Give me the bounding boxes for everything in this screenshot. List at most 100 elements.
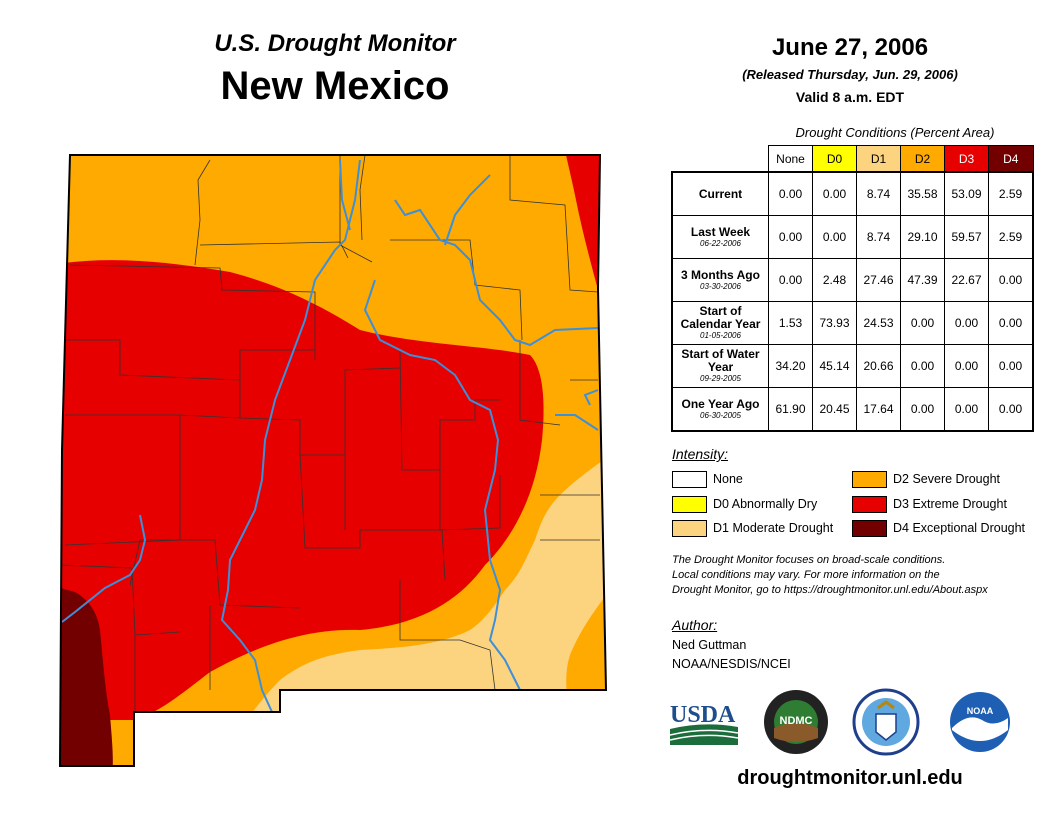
table-cell: 0.00 — [944, 387, 989, 432]
table-cell: 8.74 — [856, 215, 901, 259]
row-label: One Year Ago 06-30-2005 — [671, 387, 769, 432]
author-heading: Author: — [672, 617, 718, 633]
swatch-d0 — [672, 496, 707, 514]
table-caption: Drought Conditions (Percent Area) — [795, 125, 995, 140]
table-cell: 45.14 — [812, 344, 857, 388]
table-cell: 0.00 — [812, 215, 857, 259]
table-cell: 0.00 — [988, 258, 1034, 302]
rio-grande-river — [220, 159, 361, 713]
state-outline — [58, 154, 608, 767]
author-name: Ned Guttman — [672, 638, 747, 652]
table-cell: 0.00 — [988, 344, 1034, 388]
table-cell: 0.00 — [900, 387, 945, 432]
release-date: (Released Thursday, Jun. 29, 2006) — [742, 67, 958, 82]
swatch-d2 — [852, 471, 887, 489]
row-date: 09-29-2005 — [700, 374, 741, 383]
table-cell: 24.53 — [856, 301, 901, 345]
table-cell: 0.00 — [900, 301, 945, 345]
table-cell: 2.48 — [812, 258, 857, 302]
svg-text:USDA: USDA — [670, 702, 736, 728]
legend-title: Intensity: — [672, 446, 729, 462]
legend-item-d4: D4 Exceptional Drought — [852, 520, 1025, 538]
d1-region — [250, 455, 606, 715]
rivers — [61, 159, 599, 713]
table-row: Current 0.00 0.00 8.74 35.58 53.09 2.59 — [671, 171, 1034, 216]
d2-southeast-strip — [566, 590, 606, 715]
table-cell: 59.57 — [944, 215, 989, 259]
col-d4: D4 — [988, 145, 1034, 173]
swatch-d1 — [672, 520, 707, 538]
table-row: 3 Months Ago 03-30-2006 0.00 2.48 27.46 47.39… — [671, 258, 1034, 302]
map-title: New Mexico — [220, 64, 450, 108]
table-cell: 0.00 — [768, 258, 813, 302]
table-cell: 1.53 — [768, 301, 813, 345]
legend-item-d3: D3 Extreme Drought — [852, 496, 1007, 514]
table-cell: 73.93 — [812, 301, 857, 345]
table-cell: 17.64 — [856, 387, 901, 432]
table-cell: 27.46 — [856, 258, 901, 302]
swatch-d3 — [852, 496, 887, 514]
legend-item-d2: D2 Severe Drought — [852, 471, 1000, 489]
table-row: Start of Water Year 09-29-2005 34.20 45.14 2… — [671, 344, 1034, 388]
table-cell: 0.00 — [944, 344, 989, 388]
table-cell: 0.00 — [900, 344, 945, 388]
table-cell: 0.00 — [812, 171, 857, 216]
table-row: Last Week 06-22-2006 0.00 0.00 8.74 29.10 59.5… — [671, 215, 1034, 259]
canadian-river — [444, 174, 491, 246]
table-cell: 2.59 — [988, 171, 1034, 216]
table-row: Start of Calendar Year 01-05-2006 1.53 73.9… — [671, 301, 1034, 345]
table-corner — [672, 146, 769, 173]
valid-time: Valid 8 a.m. EDT — [795, 89, 905, 105]
usda-logo: USDA — [669, 702, 739, 745]
row-label: 3 Months Ago 03-30-2006 — [671, 258, 769, 302]
row-date: 01-05-2006 — [700, 331, 741, 340]
svg-text:NDMC: NDMC — [780, 715, 813, 727]
legend-item-none: None — [672, 471, 743, 489]
eastern-river — [583, 389, 599, 406]
legend-item-d0: D0 Abnormally Dry — [672, 496, 817, 514]
row-label: Start of Calendar Year 01-05-2006 — [671, 301, 769, 345]
table-cell: 47.39 — [900, 258, 945, 302]
swatch-d4 — [852, 520, 887, 538]
legend-item-d1: D1 Moderate Drought — [672, 520, 833, 538]
row-date: 06-30-2005 — [700, 410, 741, 420]
col-d3: D3 — [944, 145, 989, 173]
row-label: Current — [671, 171, 769, 216]
county-boundaries — [61, 154, 600, 712]
col-d1: D1 — [856, 145, 901, 173]
d3-region — [60, 260, 544, 720]
table-cell: 35.58 — [900, 171, 945, 216]
swatch-none — [672, 471, 707, 489]
col-none: None — [768, 145, 813, 173]
table-cell: 0.00 — [768, 171, 813, 216]
website-link[interactable]: droughtmonitor.unl.edu — [737, 767, 963, 789]
table-cell: 34.20 — [768, 344, 813, 388]
table-row: One Year Ago 06-30-2005 61.90 20.45 17.64 0.0… — [671, 387, 1034, 432]
d4-region — [60, 585, 113, 766]
svg-text:NOAA: NOAA — [967, 706, 994, 716]
gila-river — [61, 514, 147, 623]
row-label: Last Week 06-22-2006 — [671, 215, 769, 259]
row-date: 03-30-2006 — [700, 281, 741, 291]
ndmc-logo: NDMC — [764, 690, 828, 754]
row-label: Start of Water Year 09-29-2005 — [671, 344, 769, 388]
table-cell: 8.74 — [856, 171, 901, 216]
table-cell: 29.10 — [900, 215, 945, 259]
table-cell: 2.59 — [988, 215, 1034, 259]
pecos-river — [394, 199, 599, 347]
table-cell: 0.00 — [988, 387, 1034, 432]
table-cell: 20.45 — [812, 387, 857, 432]
table-cell: 0.00 — [944, 301, 989, 345]
table-cell: 20.66 — [856, 344, 901, 388]
noaa-logo: NOAA — [950, 692, 1010, 752]
commerce-seal-logo — [852, 688, 920, 756]
map-date: June 27, 2006 — [771, 34, 929, 61]
col-d2: D2 — [900, 145, 945, 173]
eastern-river-2 — [555, 414, 599, 431]
pecos-south-river — [363, 279, 521, 691]
table-cell: 61.90 — [768, 387, 813, 432]
table-cell: 53.09 — [944, 171, 989, 216]
table-cell: 0.00 — [768, 215, 813, 259]
disclaimer-note: The Drought Monitor focuses on broad-sca… — [672, 554, 988, 596]
row-date: 06-22-2006 — [700, 238, 741, 248]
